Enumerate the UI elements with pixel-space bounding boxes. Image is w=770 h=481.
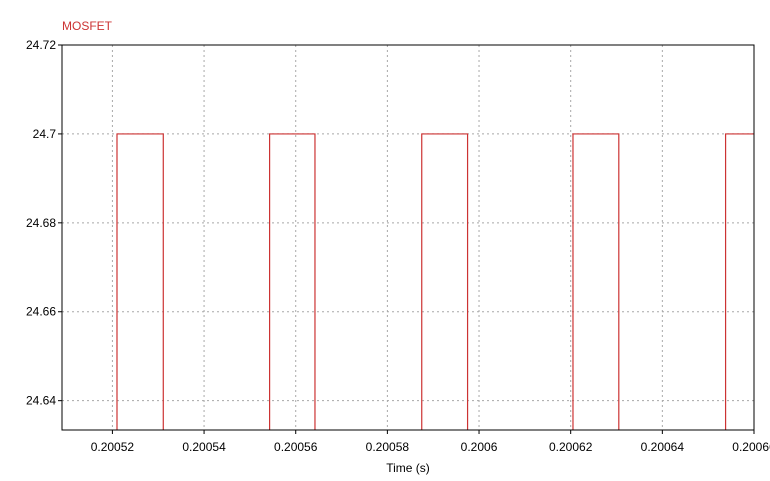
x-tick-label: 0.20056 bbox=[274, 440, 318, 454]
mosfet-pulse-4 bbox=[572, 133, 620, 430]
y-axis: 24.64 24.66 24.68 24.7 24.72 bbox=[26, 38, 62, 408]
grid bbox=[62, 45, 754, 430]
x-tick-label: 0.20054 bbox=[182, 440, 226, 454]
x-tick-label: 0.20064 bbox=[641, 440, 685, 454]
y-tick-label: 24.72 bbox=[26, 38, 56, 52]
mosfet-pulse-2 bbox=[269, 133, 316, 430]
y-tick-label: 24.68 bbox=[26, 216, 56, 230]
series-layer bbox=[116, 133, 754, 430]
y-tick-label: 24.64 bbox=[26, 394, 56, 408]
mosfet-pulse-5 bbox=[724, 133, 754, 430]
mosfet-pulse-1 bbox=[116, 133, 164, 430]
x-tick-label: 0.2006 bbox=[461, 440, 498, 454]
y-tick-label: 24.7 bbox=[33, 127, 57, 141]
x-tick-label: 0.20066 bbox=[732, 440, 770, 454]
plot-frame bbox=[61, 44, 755, 431]
y-tick-label: 24.66 bbox=[26, 305, 56, 319]
x-axis: 0.20052 0.20054 0.20056 0.20058 0.2006 0.2006… bbox=[91, 430, 770, 454]
x-tick-label: 0.20062 bbox=[549, 440, 593, 454]
x-axis-label: Time (s) bbox=[386, 461, 430, 475]
mosfet-pulse-3 bbox=[421, 133, 469, 430]
legend-mosfet: MOSFET bbox=[62, 19, 113, 33]
x-tick-label: 0.20052 bbox=[91, 440, 135, 454]
x-tick-label: 0.20058 bbox=[366, 440, 410, 454]
